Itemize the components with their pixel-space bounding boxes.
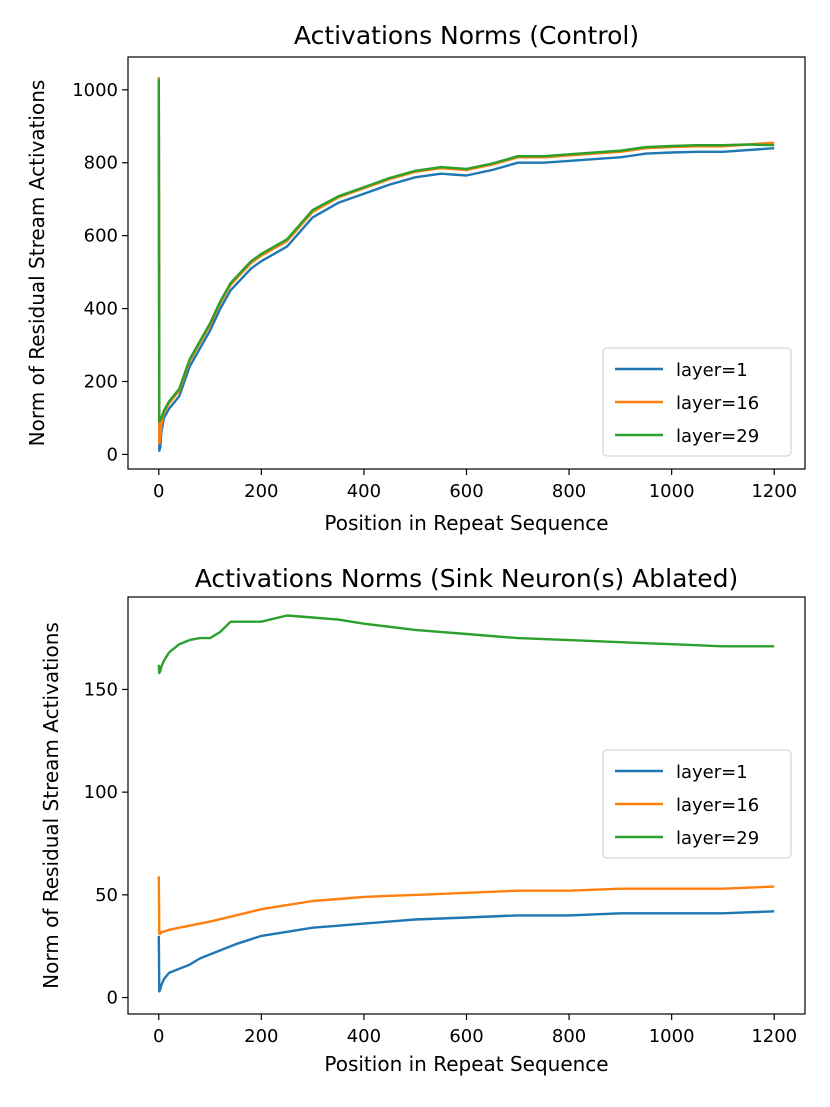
y-tick-label: 1000 bbox=[72, 80, 118, 101]
y-tick-label: 0 bbox=[107, 988, 118, 1009]
y-tick-label: 100 bbox=[84, 782, 118, 803]
x-tick-label: 0 bbox=[153, 1026, 164, 1047]
x-tick-label: 600 bbox=[449, 1026, 483, 1047]
y-tick-label: 0 bbox=[107, 444, 118, 465]
legend: layer=1 layer=16 layer=29 bbox=[602, 347, 792, 457]
legend-label: layer=16 bbox=[676, 795, 759, 816]
x-axis-label: Position in Repeat Sequence bbox=[324, 1052, 608, 1076]
y-axis-label: Norm of Residual Stream Activations bbox=[39, 622, 63, 989]
series-group bbox=[157, 614, 775, 993]
series-line bbox=[157, 614, 775, 675]
series-line bbox=[157, 876, 775, 936]
legend-label: layer=29 bbox=[676, 828, 759, 849]
x-tick-label: 600 bbox=[449, 481, 483, 502]
x-tick-label: 0 bbox=[153, 481, 164, 502]
y-tick-label: 400 bbox=[84, 299, 118, 320]
legend: layer=1 layer=16 layer=29 bbox=[602, 749, 792, 859]
y-tick-label: 600 bbox=[84, 226, 118, 247]
legend-label: layer=29 bbox=[676, 426, 759, 447]
x-tick-label: 200 bbox=[244, 1026, 278, 1047]
chart-1: Activations Norms (Control) 0 200 400 600 800… bbox=[25, 21, 806, 535]
x-axis-label: Position in Repeat Sequence bbox=[324, 511, 608, 535]
x-tick-label: 1000 bbox=[649, 481, 695, 502]
legend-label: layer=16 bbox=[676, 393, 759, 414]
chart-2: Activations Norms (Sink Neuron(s) Ablate… bbox=[39, 564, 806, 1076]
chart-title: Activations Norms (Control) bbox=[294, 21, 639, 50]
y-tick-label: 800 bbox=[84, 153, 118, 174]
legend-label: layer=1 bbox=[676, 360, 748, 381]
legend-box bbox=[602, 749, 792, 859]
chart-title: Activations Norms (Sink Neuron(s) Ablate… bbox=[195, 564, 738, 593]
x-tick-label: 1200 bbox=[751, 481, 797, 502]
x-tick-label: 200 bbox=[244, 481, 278, 502]
x-tick-label: 400 bbox=[347, 1026, 381, 1047]
x-tick-label: 1000 bbox=[649, 1026, 695, 1047]
x-tick-label: 800 bbox=[552, 1026, 586, 1047]
y-tick-label: 50 bbox=[95, 885, 118, 906]
x-tick-label: 800 bbox=[552, 481, 586, 502]
y-tick-label: 150 bbox=[84, 679, 118, 700]
series-group bbox=[157, 77, 775, 452]
series-line bbox=[157, 78, 775, 423]
y-axis-label: Norm of Residual Stream Activations bbox=[25, 80, 49, 447]
y-tick-label: 200 bbox=[84, 371, 118, 392]
series-line bbox=[157, 910, 775, 993]
legend-label: layer=1 bbox=[676, 762, 748, 783]
series-line bbox=[157, 89, 775, 452]
x-tick-label: 1200 bbox=[751, 1026, 797, 1047]
legend-box bbox=[602, 347, 792, 457]
x-tick-label: 400 bbox=[347, 481, 381, 502]
